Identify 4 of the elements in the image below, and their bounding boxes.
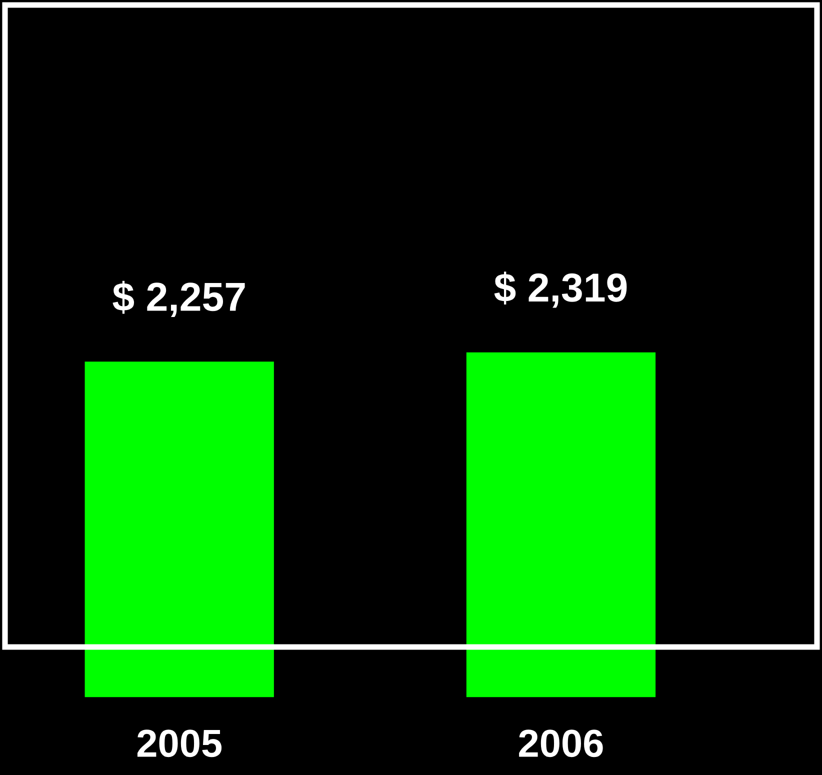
x-tick-label: 2006 (519, 730, 603, 758)
x-tick-label: 2005 (137, 730, 222, 758)
data-label: $ 2,257 (112, 280, 245, 317)
data-label: $ 2,319 (494, 272, 627, 308)
